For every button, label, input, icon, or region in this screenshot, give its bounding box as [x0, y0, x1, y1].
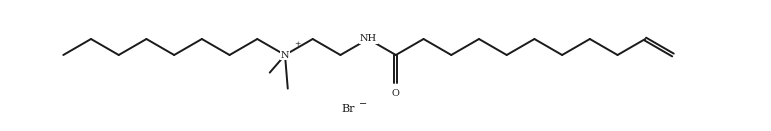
Text: NH: NH	[359, 34, 377, 43]
Text: Br: Br	[342, 104, 355, 114]
Text: −: −	[359, 100, 367, 110]
Text: N: N	[281, 50, 289, 59]
Text: O: O	[392, 89, 400, 98]
Text: +: +	[294, 40, 301, 48]
